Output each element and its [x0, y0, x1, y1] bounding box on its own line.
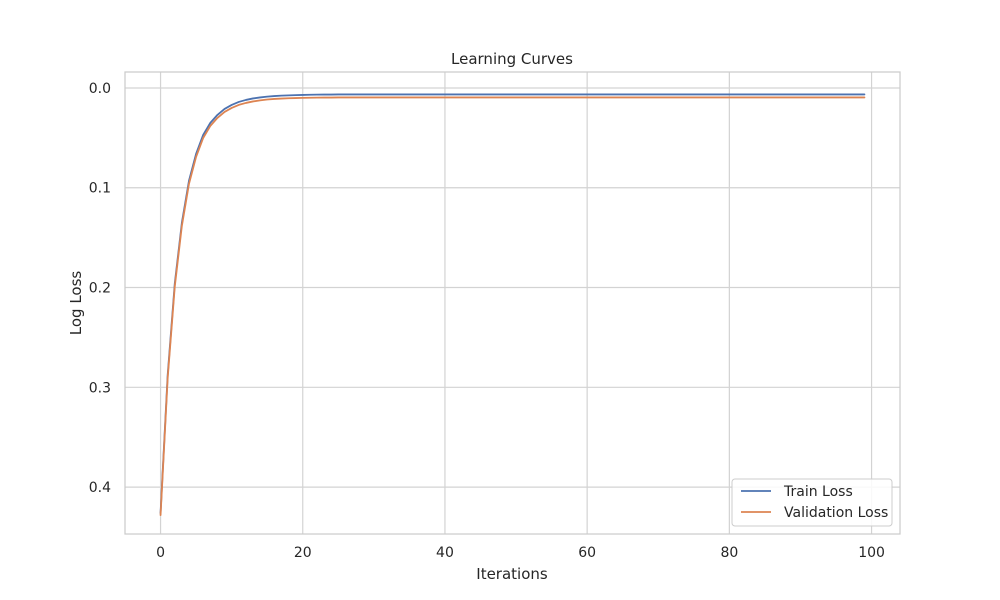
y-tick-label: 0.1 — [89, 181, 111, 197]
x-tick-labels: 0 20 40 60 80 100 — [156, 545, 885, 561]
y-tick-label: 0.0 — [89, 81, 111, 97]
x-tick-label: 100 — [858, 545, 885, 561]
y-tick-label: 0.3 — [89, 380, 111, 396]
legend-label-validation-loss: Validation Loss — [784, 505, 888, 521]
series-line-validation-loss — [159, 96, 866, 516]
x-gridlines — [159, 72, 873, 534]
x-tick-label: 20 — [294, 545, 312, 561]
chart-title: Learning Curves — [451, 50, 573, 68]
plot-frame — [124, 71, 901, 535]
legend-label-train-loss: Train Loss — [783, 484, 853, 500]
x-tick-label: 0 — [156, 545, 165, 561]
y-tick-labels: 0.0 0.1 0.2 0.3 0.4 — [89, 81, 111, 496]
series-lines — [159, 93, 866, 516]
y-gridlines — [125, 87, 900, 488]
series-line-train-loss — [159, 93, 866, 514]
legend-box — [731, 478, 893, 527]
y-axis-label: Log Loss — [67, 271, 85, 336]
x-axis-label: Iterations — [476, 565, 548, 583]
x-tick-label: 80 — [720, 545, 738, 561]
y-tick-label: 0.2 — [89, 281, 111, 297]
legend: Train Loss Validation Loss — [731, 478, 893, 527]
x-tick-label: 60 — [578, 545, 596, 561]
x-tick-label: 40 — [436, 545, 454, 561]
y-tick-label: 0.4 — [89, 480, 111, 496]
